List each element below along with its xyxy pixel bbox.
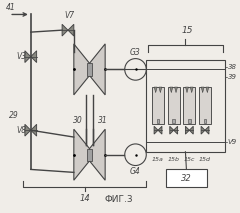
Bar bbox=[146, 60, 225, 152]
Text: 15b: 15b bbox=[168, 157, 180, 162]
Text: V7: V7 bbox=[65, 11, 75, 20]
Text: V3: V3 bbox=[16, 52, 26, 61]
Polygon shape bbox=[201, 87, 204, 93]
Polygon shape bbox=[201, 126, 205, 134]
Bar bbox=[87, 63, 92, 75]
Text: 38: 38 bbox=[228, 64, 237, 71]
Bar bbox=[204, 119, 206, 123]
Bar bbox=[168, 87, 180, 124]
Text: 15c: 15c bbox=[184, 157, 195, 162]
Polygon shape bbox=[31, 51, 37, 63]
Polygon shape bbox=[90, 129, 105, 180]
Text: 32: 32 bbox=[181, 174, 192, 183]
Text: G3: G3 bbox=[130, 48, 141, 57]
Text: G4: G4 bbox=[130, 167, 141, 177]
Polygon shape bbox=[190, 87, 193, 93]
Polygon shape bbox=[174, 87, 178, 93]
Polygon shape bbox=[186, 87, 188, 93]
Polygon shape bbox=[74, 129, 90, 180]
Polygon shape bbox=[31, 124, 37, 136]
Bar bbox=[156, 119, 160, 123]
Polygon shape bbox=[25, 124, 31, 136]
Text: 15a: 15a bbox=[152, 157, 164, 162]
Polygon shape bbox=[158, 126, 162, 134]
Polygon shape bbox=[154, 87, 157, 93]
Polygon shape bbox=[74, 44, 90, 95]
Text: 15d: 15d bbox=[199, 157, 211, 162]
Text: 14: 14 bbox=[79, 194, 90, 203]
Bar bbox=[183, 87, 195, 124]
Polygon shape bbox=[154, 126, 158, 134]
Polygon shape bbox=[170, 126, 174, 134]
Text: 41: 41 bbox=[6, 3, 16, 13]
Bar bbox=[199, 87, 211, 124]
Polygon shape bbox=[170, 87, 173, 93]
Polygon shape bbox=[25, 51, 31, 63]
Bar bbox=[152, 87, 164, 124]
Polygon shape bbox=[205, 126, 209, 134]
Polygon shape bbox=[159, 87, 162, 93]
Text: V9: V9 bbox=[228, 139, 237, 145]
Bar bbox=[172, 119, 175, 123]
Polygon shape bbox=[68, 24, 74, 36]
Text: 39: 39 bbox=[228, 74, 237, 80]
Polygon shape bbox=[174, 126, 178, 134]
Text: 29: 29 bbox=[9, 111, 19, 120]
Text: 15: 15 bbox=[182, 26, 193, 35]
Polygon shape bbox=[206, 87, 209, 93]
Polygon shape bbox=[186, 126, 189, 134]
Bar bbox=[188, 119, 191, 123]
Polygon shape bbox=[189, 126, 193, 134]
Polygon shape bbox=[90, 44, 105, 95]
Text: 31: 31 bbox=[98, 116, 108, 125]
Polygon shape bbox=[62, 24, 68, 36]
Bar bbox=[87, 149, 92, 161]
Text: ФИГ.3: ФИГ.3 bbox=[105, 195, 133, 204]
Bar bbox=[166, 169, 207, 187]
Text: 30: 30 bbox=[73, 116, 83, 125]
Text: V8: V8 bbox=[16, 126, 26, 135]
